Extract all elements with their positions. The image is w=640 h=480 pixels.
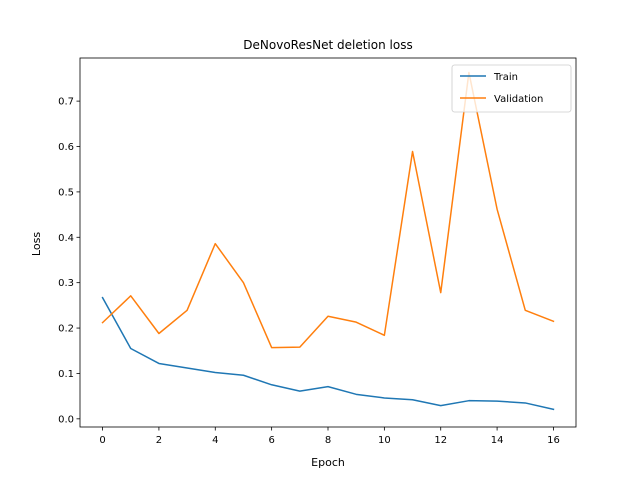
axes-frame <box>79 57 577 428</box>
chart-title: DeNovoResNet deletion loss <box>243 38 412 52</box>
y-tick-label: 0.7 <box>58 97 74 108</box>
y-tick-label: 0.2 <box>58 324 74 335</box>
series-line-train <box>101 296 555 411</box>
x-tick-label: 8 <box>325 435 331 446</box>
x-tick-label: 12 <box>434 435 447 446</box>
x-tick-label: 2 <box>156 435 162 446</box>
x-tick-label: 6 <box>268 435 274 446</box>
y-tick-label: 0.4 <box>58 233 74 244</box>
x-tick-label: 14 <box>491 435 504 446</box>
y-axis-label: Loss <box>30 232 43 256</box>
x-axis-label: Epoch <box>311 456 345 469</box>
legend-label-validation: Validation <box>494 94 543 105</box>
plot-area: 0 2 4 6 8 10 12 14 16 0.0 0.1 0.2 0.3 0.4 0.5 0.6 0.7 Tra… <box>58 57 577 446</box>
x-tick-label: 10 <box>378 435 391 446</box>
legend-label-train: Train <box>493 72 518 83</box>
y-tick-label: 0.5 <box>58 187 74 198</box>
x-tick-label: 16 <box>547 435 560 446</box>
y-tick-label: 0.0 <box>58 414 74 425</box>
y-tick-label: 0.3 <box>58 278 74 289</box>
x-tick-label: 4 <box>212 435 218 446</box>
y-tick-label: 0.1 <box>58 369 74 380</box>
x-tick-label: 0 <box>99 435 105 446</box>
y-tick-label: 0.6 <box>58 142 74 153</box>
series-line-validation <box>101 71 555 349</box>
